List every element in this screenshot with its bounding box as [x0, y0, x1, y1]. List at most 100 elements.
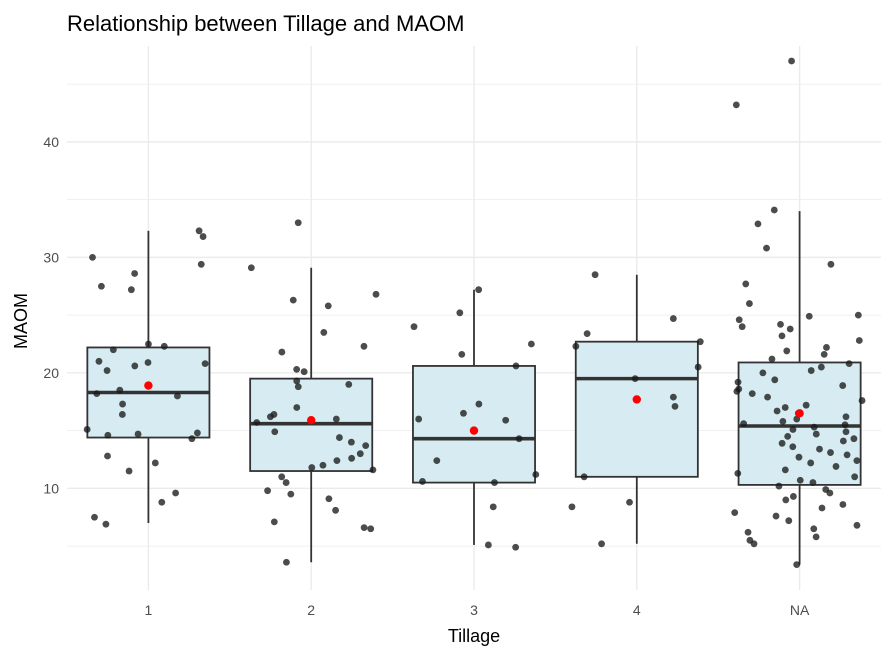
data-point — [415, 415, 423, 423]
data-point — [789, 493, 797, 500]
mean-point — [632, 395, 641, 404]
data-point — [669, 315, 677, 322]
data-point — [489, 503, 497, 511]
data-point — [816, 445, 823, 453]
data-point — [781, 466, 789, 474]
y-tick-labels: 10 20 30 40 — [43, 134, 59, 496]
data-point — [475, 400, 483, 408]
data-point — [781, 404, 789, 411]
x-tick-label: 1 — [145, 602, 153, 618]
data-point — [778, 439, 786, 447]
data-point — [325, 495, 333, 503]
data-point — [158, 498, 166, 506]
data-point — [247, 264, 255, 272]
data-point — [484, 541, 492, 549]
data-point — [119, 400, 126, 408]
data-point — [764, 393, 771, 401]
data-point — [294, 383, 302, 391]
data-point — [732, 101, 740, 109]
data-point — [356, 450, 364, 458]
data-point — [738, 323, 746, 331]
data-point — [784, 432, 792, 440]
data-point — [778, 332, 786, 340]
x-tick-label: 2 — [307, 602, 315, 618]
data-point — [734, 469, 742, 477]
data-point — [694, 363, 702, 371]
data-point — [763, 244, 770, 252]
data-point — [89, 253, 96, 261]
y-tick-label: 40 — [43, 134, 59, 150]
data-point — [734, 378, 742, 386]
data-point — [131, 362, 139, 370]
data-point — [853, 457, 861, 465]
data-point — [372, 290, 380, 298]
data-point — [839, 501, 847, 508]
data-point — [775, 482, 783, 490]
data-point — [839, 437, 847, 445]
data-point — [842, 413, 850, 421]
data-point — [102, 520, 110, 528]
data-point — [199, 233, 207, 240]
data-point — [795, 453, 803, 461]
data-point — [324, 302, 332, 310]
data-point — [293, 365, 301, 373]
data-point — [782, 496, 790, 504]
data-point — [532, 471, 540, 478]
data-point — [347, 438, 355, 446]
data-point — [796, 476, 804, 484]
data-point — [850, 435, 858, 443]
data-point — [754, 220, 762, 228]
data-point — [858, 397, 866, 404]
data-point — [456, 309, 464, 317]
data-point — [826, 489, 834, 497]
data-point — [746, 300, 753, 307]
data-point — [308, 464, 316, 471]
data-point — [320, 329, 328, 336]
data-point — [125, 467, 133, 475]
data-point — [433, 457, 441, 465]
data-point — [768, 355, 776, 363]
x-tick-label: 3 — [470, 602, 478, 618]
data-point — [839, 382, 847, 389]
data-point — [580, 473, 588, 481]
data-point — [598, 540, 605, 548]
data-point — [773, 407, 781, 415]
data-point — [367, 525, 375, 533]
chart-title: Relationship between Tillage and MAOM — [67, 11, 464, 36]
data-point — [145, 340, 152, 348]
data-point — [631, 375, 639, 383]
data-point — [98, 282, 105, 290]
data-point — [360, 524, 368, 532]
data-point — [172, 489, 180, 497]
data-point — [832, 463, 840, 470]
mean-point — [307, 416, 316, 425]
data-point — [793, 415, 801, 423]
y-tick-label: 30 — [43, 249, 59, 265]
data-point — [748, 390, 756, 398]
data-point — [362, 442, 370, 450]
data-point — [287, 490, 295, 498]
data-point — [174, 392, 181, 400]
data-point — [502, 416, 510, 424]
data-point — [118, 411, 126, 418]
data-point — [348, 454, 356, 462]
data-point — [572, 342, 580, 350]
data-point — [853, 521, 861, 529]
data-point — [360, 342, 368, 350]
data-point — [144, 359, 152, 366]
data-point — [116, 386, 124, 394]
data-point — [270, 518, 278, 526]
data-point — [293, 404, 301, 411]
data-point — [626, 498, 633, 506]
data-point — [332, 415, 340, 423]
data-point — [669, 393, 677, 401]
data-point — [812, 430, 820, 438]
data-point — [817, 363, 825, 371]
data-point — [410, 323, 418, 331]
data-point — [104, 452, 111, 460]
data-point — [802, 401, 810, 409]
data-point — [845, 360, 853, 368]
data-point — [851, 473, 859, 481]
data-point — [807, 459, 815, 467]
data-point — [278, 473, 286, 481]
